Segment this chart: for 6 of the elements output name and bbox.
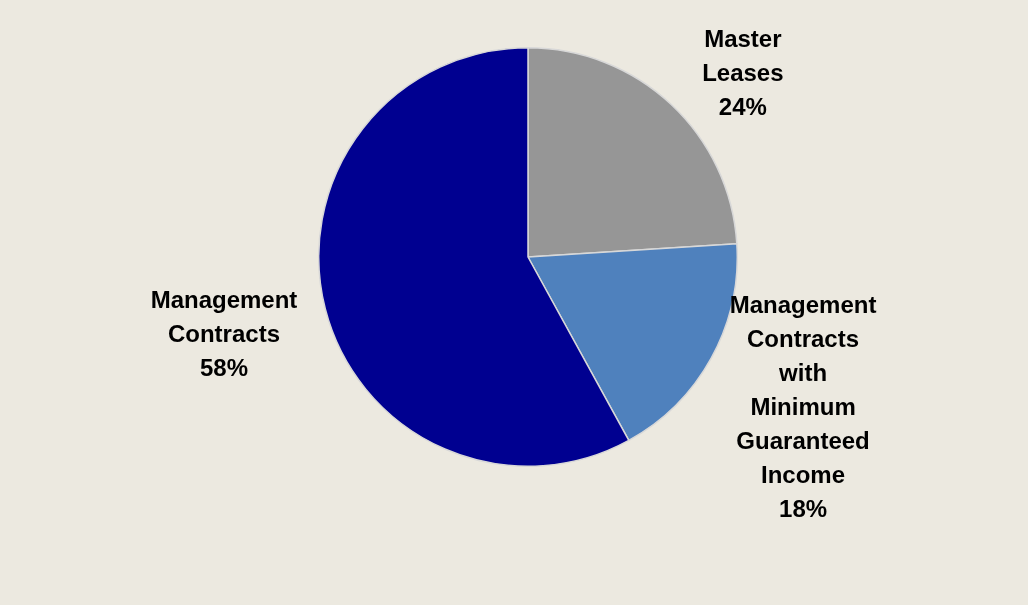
data-label: 24% [718, 92, 767, 120]
data-label: 58% [199, 353, 249, 381]
slice-label: Master Leases [702, 24, 784, 86]
data-label: 18% [779, 494, 828, 522]
slice-label: Management Contracts [150, 285, 298, 347]
slice-label: Management Contracts with Minimum Guaranteed Income [729, 290, 877, 488]
